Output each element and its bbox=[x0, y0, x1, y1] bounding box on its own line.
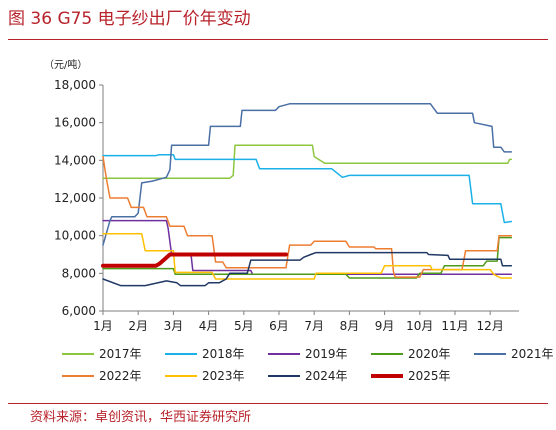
x-tick-label: 8月 bbox=[340, 319, 360, 333]
y-tick-label: 18,000 bbox=[54, 78, 96, 92]
title-rule bbox=[8, 39, 548, 40]
series-line-2022年 bbox=[102, 155, 513, 278]
legend-label: 2020年 bbox=[408, 347, 451, 361]
x-tick-label: 9月 bbox=[375, 319, 395, 333]
x-tick-label: 5月 bbox=[234, 319, 254, 333]
x-tick-label: 4月 bbox=[199, 319, 219, 333]
series-layer bbox=[101, 103, 513, 287]
series-line-2021年 bbox=[102, 103, 513, 246]
legend-label: 2023年 bbox=[202, 369, 245, 383]
x-tick-label: 12月 bbox=[477, 319, 504, 333]
series-line-2017年 bbox=[102, 144, 513, 179]
legend: 2017年 2018年 2019年 2020年 2021年 2022年 2023年 2024年… bbox=[62, 347, 554, 383]
y-tick-label: 10,000 bbox=[54, 229, 96, 243]
legend-label: 2019年 bbox=[305, 347, 348, 361]
series-line-2024年 bbox=[102, 251, 513, 287]
y-tick-label: 12,000 bbox=[54, 191, 96, 205]
legend-label: 2022年 bbox=[99, 369, 142, 383]
legend-label: 2018年 bbox=[202, 347, 245, 361]
legend-label: 2025年 bbox=[408, 369, 451, 383]
legend-label: 2017年 bbox=[99, 347, 142, 361]
legend-label: 2024年 bbox=[305, 369, 348, 383]
x-tick-label: 11月 bbox=[441, 319, 468, 333]
series-line-2018年 bbox=[102, 153, 513, 224]
x-tick-label: 2月 bbox=[128, 319, 148, 333]
y-tick-label: 14,000 bbox=[54, 153, 96, 167]
unit-label: （元/吨） bbox=[44, 58, 87, 71]
y-tick-label: 6,000 bbox=[62, 304, 96, 318]
legend-label: 2021年 bbox=[511, 347, 554, 361]
series-line-2023年 bbox=[102, 233, 513, 280]
source-note: 资料来源：卓创资讯，华西证券研究所 bbox=[30, 410, 252, 425]
x-tick-label: 10月 bbox=[406, 319, 433, 333]
x-tick-label: 3月 bbox=[164, 319, 184, 333]
axes: 6,000 8,000 10,000 12,000 14,000 16,000 18,000… bbox=[54, 78, 519, 333]
x-tick-label: 6月 bbox=[269, 319, 289, 333]
series-line-2025年 bbox=[101, 252, 288, 268]
y-tick-label: 8,000 bbox=[62, 266, 96, 280]
source-rule bbox=[8, 403, 548, 404]
figure-title: 图 36 G75 电子纱出厂价年变动 bbox=[8, 9, 251, 29]
x-tick-label: 7月 bbox=[304, 319, 324, 333]
x-tick-label: 1月 bbox=[93, 319, 113, 333]
series-line-2020年 bbox=[102, 236, 513, 279]
y-tick-label: 16,000 bbox=[54, 116, 96, 130]
